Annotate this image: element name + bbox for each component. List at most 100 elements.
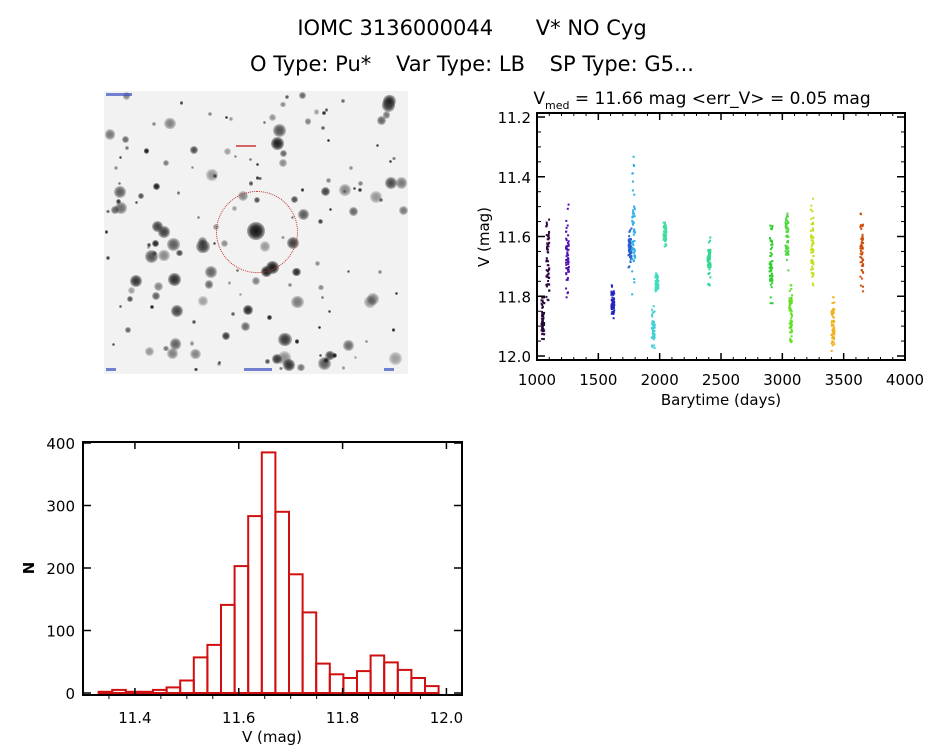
data-point (664, 235, 667, 238)
data-point (567, 240, 570, 243)
histogram-bar (138, 690, 154, 695)
star (150, 305, 155, 310)
data-point (567, 268, 570, 271)
data-point (656, 273, 659, 276)
data-point (785, 219, 788, 222)
data-point (613, 309, 616, 312)
data-point (769, 264, 772, 267)
star (117, 182, 121, 186)
data-point (613, 297, 616, 300)
data-point (655, 275, 658, 278)
star (357, 187, 362, 193)
star (224, 116, 228, 120)
data-point (652, 326, 655, 329)
data-point (830, 324, 833, 327)
o-type: O Type: Pu* (249, 52, 372, 76)
data-point (629, 229, 632, 232)
data-point (769, 302, 772, 305)
series-season-4a (627, 227, 633, 269)
data-point (611, 299, 614, 302)
star (357, 181, 364, 187)
data-point (769, 239, 772, 242)
star (291, 295, 304, 309)
data-point (628, 230, 631, 233)
data-point (565, 287, 568, 290)
data-point (706, 258, 709, 261)
data-point (612, 300, 615, 303)
data-point (567, 243, 570, 246)
data-point (787, 247, 790, 250)
star (151, 240, 159, 248)
data-point (650, 313, 653, 316)
data-point (810, 236, 812, 239)
data-point (653, 310, 656, 313)
data-point (787, 249, 790, 252)
data-point (709, 248, 712, 251)
star (135, 200, 139, 204)
data-point (811, 282, 814, 285)
data-point (632, 244, 635, 247)
data-point (785, 235, 788, 238)
data-point (547, 272, 550, 275)
data-point (859, 213, 862, 216)
star (327, 138, 331, 142)
data-point (651, 320, 654, 323)
data-point (631, 246, 634, 249)
star (348, 206, 358, 216)
data-point (656, 283, 659, 286)
star (194, 367, 198, 371)
data-point (831, 320, 833, 323)
data-point (812, 273, 815, 276)
data-point (565, 261, 567, 264)
data-point (610, 292, 613, 295)
data-point (652, 325, 655, 328)
data-point (632, 223, 634, 226)
data-point (634, 231, 637, 234)
star (285, 94, 289, 99)
data-point (831, 329, 834, 332)
data-point (566, 277, 569, 279)
y-tick-label: 11.4 (498, 169, 531, 187)
data-point (652, 338, 655, 341)
star (190, 165, 195, 170)
data-point (771, 240, 773, 243)
star (115, 198, 121, 204)
data-point (707, 241, 710, 244)
data-point (633, 215, 636, 218)
data-point (610, 290, 613, 293)
x-tick-label: 3000 (763, 371, 801, 389)
star (190, 146, 199, 155)
star (294, 339, 300, 344)
data-point (631, 242, 634, 245)
data-point (811, 243, 814, 246)
star (114, 201, 127, 214)
data-point (566, 292, 569, 295)
star (227, 281, 231, 285)
data-point (831, 340, 834, 343)
histogram-bar (206, 643, 222, 695)
data-point (788, 289, 791, 292)
data-point (629, 247, 632, 250)
star (341, 99, 345, 104)
data-point (629, 249, 632, 252)
data-point (860, 257, 863, 259)
data-point (543, 324, 545, 326)
x-tick-label: 11.6 (222, 709, 255, 727)
data-point (567, 244, 569, 247)
data-point (548, 277, 550, 279)
data-point (628, 235, 631, 238)
data-point (632, 260, 635, 263)
data-point (632, 233, 635, 236)
data-point (788, 306, 791, 309)
data-point (656, 279, 659, 282)
data-point (830, 321, 833, 324)
data-point (790, 310, 793, 313)
data-point (565, 259, 568, 261)
star (279, 366, 283, 371)
star (377, 270, 382, 275)
object-title: IOMC 3136000044 V* NO Cyg (0, 16, 944, 40)
data-point (708, 272, 711, 274)
data-point (707, 256, 710, 259)
data-point (631, 189, 634, 192)
data-point (612, 304, 615, 307)
